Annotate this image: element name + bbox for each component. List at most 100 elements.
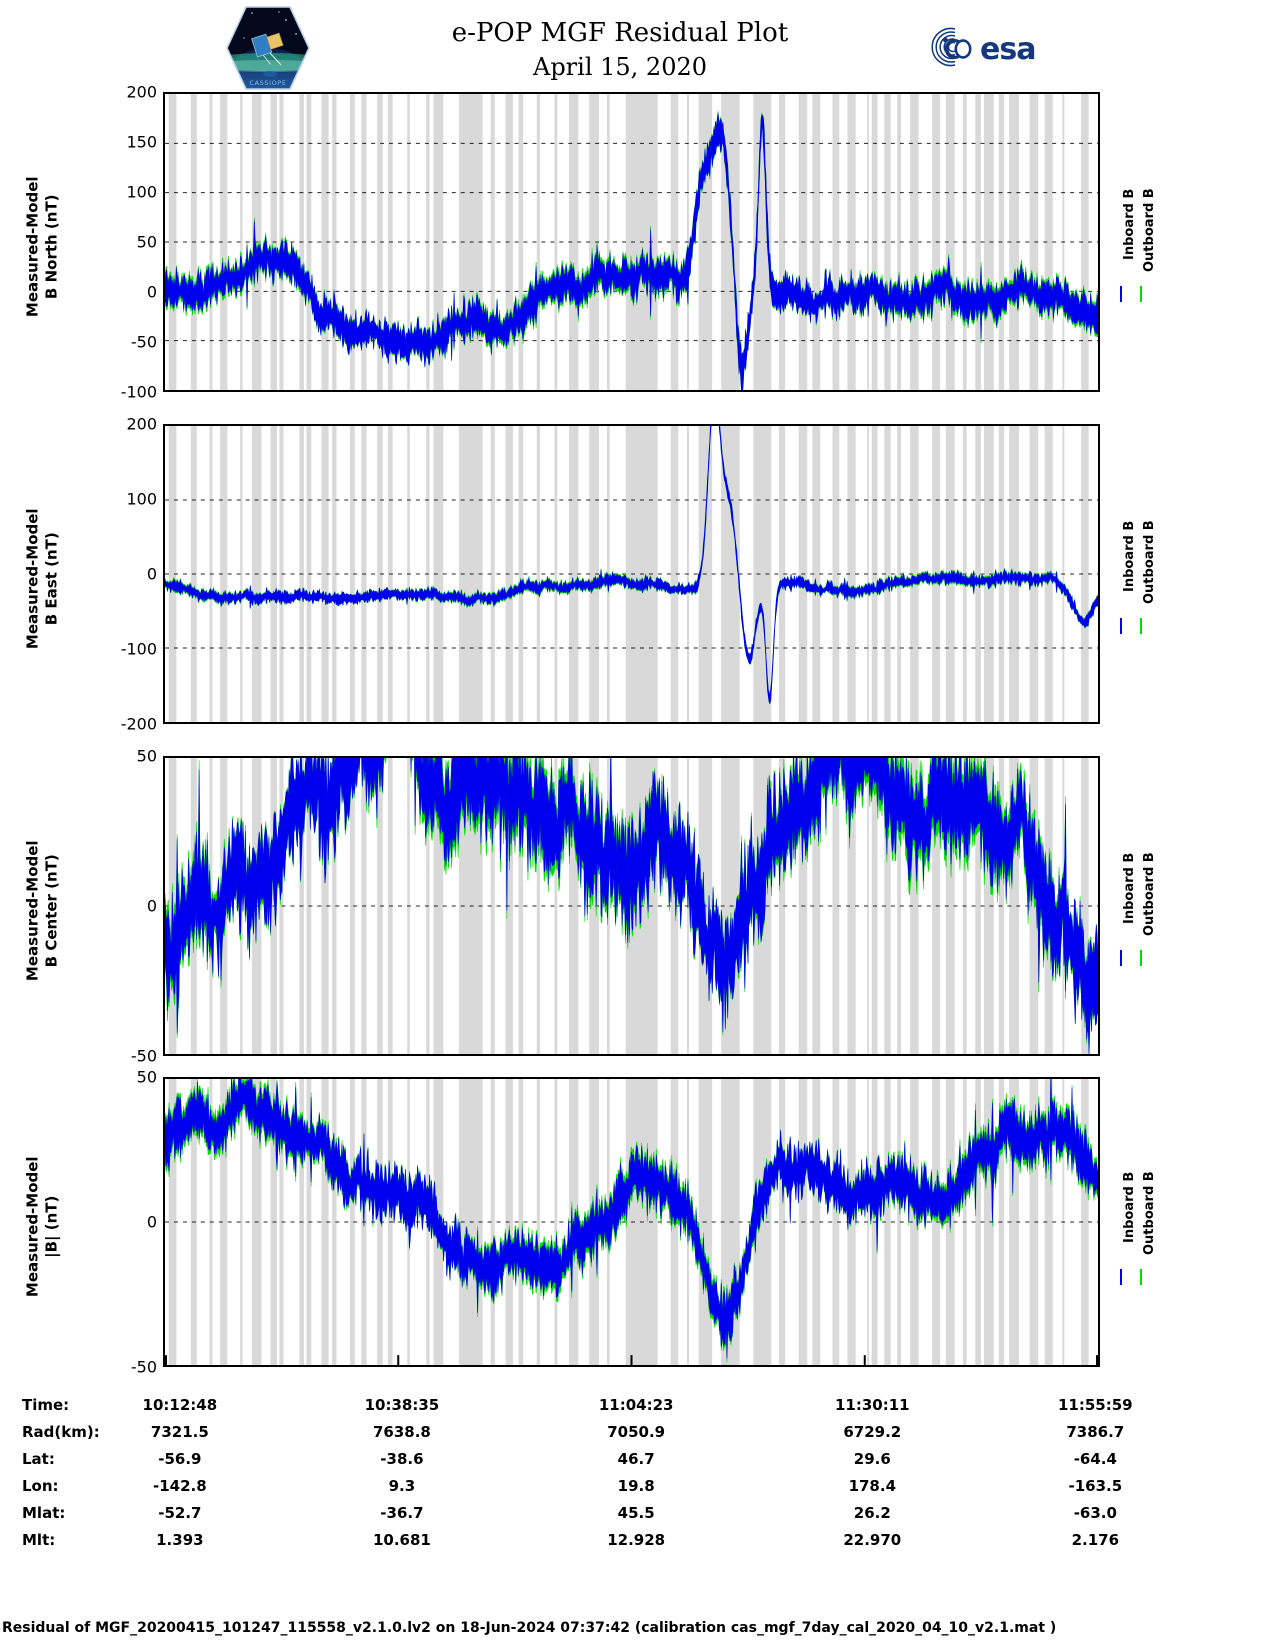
table-row: Mlt: 1.393 10.681 12.928 22.970 2.176 xyxy=(0,1531,1275,1558)
y-tick-label: -50 xyxy=(130,1046,157,1066)
table-row-label: Time: xyxy=(22,1396,70,1414)
table-cell: 6729.2 xyxy=(843,1423,902,1441)
y-axis-ticks-b-center: 50 0 -50 xyxy=(95,747,157,1066)
y-axis-label-b-magnitude: Measured-Model |B| (nT) xyxy=(23,1127,61,1327)
table-cell: 178.4 xyxy=(848,1477,897,1495)
legend-label-outboard-b: Outboard B xyxy=(1142,520,1157,604)
y-tick-label: 50 xyxy=(136,232,157,252)
legend-label-outboard-b: Outboard B xyxy=(1142,1171,1157,1255)
y-tick-label: 100 xyxy=(126,182,157,202)
table-cell: -163.5 xyxy=(1068,1477,1123,1495)
svg-text:esa: esa xyxy=(980,32,1035,67)
table-cell: 11:04:23 xyxy=(598,1396,674,1414)
legend-b-magnitude: Inboard B Outboard B xyxy=(1108,1077,1180,1367)
y-tick-label: -100 xyxy=(120,382,157,402)
svg-text:CASSIOPE: CASSIOPE xyxy=(249,79,286,87)
table-row: Rad(km): 7321.5 7638.8 7050.9 6729.2 7386.7 xyxy=(0,1423,1275,1450)
legend-swatch-outboard-b xyxy=(1140,618,1142,634)
plot-area-b-center xyxy=(163,756,1100,1056)
table-cell: 9.3 xyxy=(388,1477,416,1495)
title-line-1: e-POP MGF Residual Plot xyxy=(451,18,789,48)
table-cell: 10.681 xyxy=(372,1531,431,1549)
table-cell: -52.7 xyxy=(158,1504,202,1522)
y-tick-label: 0 xyxy=(146,282,157,302)
y-axis-label-line2: |B| (nT) xyxy=(42,1195,60,1258)
table-row: Mlat: -52.7 -36.7 45.5 26.2 -63.0 xyxy=(0,1504,1275,1531)
plot-panel-b-north: Measured-Model B North (nT) 200 150 100 50 0 -5… xyxy=(0,83,1275,402)
legend-swatch-inboard-b xyxy=(1120,286,1122,302)
y-axis-ticks-b-magnitude: 50 0 -50 xyxy=(95,1068,157,1377)
y-axis-label-b-north: Measured-Model B North (nT) xyxy=(23,147,61,347)
table-cell: 29.6 xyxy=(853,1450,891,1468)
y-axis-label-line1: Measured-Model xyxy=(23,176,42,318)
page-title: e-POP MGF Residual Plot April 15, 2020 xyxy=(330,16,910,83)
page-header: CASSIOPE e-POP MGF Residual Plot April 1… xyxy=(0,0,1275,92)
table-cell: -36.7 xyxy=(380,1504,424,1522)
plot-canvas-b-north xyxy=(165,94,1098,390)
y-tick-label: -50 xyxy=(130,1357,157,1377)
y-axis-label-line2: B North (nT) xyxy=(42,194,60,300)
table-row-label: Lat: xyxy=(22,1450,55,1468)
plot-area-b-magnitude xyxy=(163,1077,1100,1367)
y-tick-label: -50 xyxy=(130,332,157,352)
table-cell: 2.176 xyxy=(1071,1531,1120,1549)
y-axis-ticks-b-east: 200 100 0 -100 -200 xyxy=(95,415,157,734)
table-cell: 45.5 xyxy=(617,1504,655,1522)
legend-b-east: Inboard B Outboard B xyxy=(1108,424,1180,724)
table-cell: 10:12:48 xyxy=(142,1396,218,1414)
y-axis-label-line1: Measured-Model xyxy=(23,508,42,650)
y-tick-label: 50 xyxy=(136,1067,157,1087)
cassiope-mission-patch-icon: CASSIOPE xyxy=(224,4,312,92)
plot-panel-b-center: Measured-Model B Center (nT) 50 0 -50 Inboard… xyxy=(0,747,1275,1066)
table-row-label: Rad(km): xyxy=(22,1423,100,1441)
table-cell: 22.970 xyxy=(843,1531,902,1549)
legend-swatch-inboard-b xyxy=(1120,618,1122,634)
table-cell: -63.0 xyxy=(1073,1504,1117,1522)
table-cell: 1.393 xyxy=(156,1531,204,1549)
y-tick-label: 0 xyxy=(146,896,157,916)
table-cell: -38.6 xyxy=(380,1450,424,1468)
trace-inboard-b xyxy=(165,758,1098,1054)
table-row-label: Lon: xyxy=(22,1477,59,1495)
table-cell: 46.7 xyxy=(617,1450,655,1468)
table-cell: -64.4 xyxy=(1073,1450,1117,1468)
table-row-label: Mlat: xyxy=(22,1504,66,1522)
legend-label-inboard-b: Inboard B xyxy=(1122,188,1137,260)
plot-panel-b-magnitude: Measured-Model |B| (nT) 50 0 -50 Inboard B Out… xyxy=(0,1068,1275,1377)
y-axis-label-b-east: Measured-Model B East (nT) xyxy=(23,479,61,679)
legend-swatch-outboard-b xyxy=(1140,1269,1142,1285)
legend-swatch-outboard-b xyxy=(1140,950,1142,966)
legend-swatch-inboard-b xyxy=(1120,1269,1122,1285)
trace-outboard-b xyxy=(165,426,1098,705)
table-cell: 7386.7 xyxy=(1066,1423,1125,1441)
title-line-2: April 15, 2020 xyxy=(532,53,708,82)
y-tick-label: -100 xyxy=(120,639,157,659)
y-tick-label: 100 xyxy=(126,489,157,509)
legend-swatch-outboard-b xyxy=(1140,286,1142,302)
table-cell: 10:38:35 xyxy=(364,1396,440,1414)
y-tick-label: 0 xyxy=(146,564,157,584)
y-tick-label: 0 xyxy=(146,1212,157,1232)
legend-b-north: Inboard B Outboard B xyxy=(1108,92,1180,392)
table-cell: 7321.5 xyxy=(150,1423,209,1441)
table-cell: 19.8 xyxy=(617,1477,655,1495)
table-cell: 11:55:59 xyxy=(1058,1396,1133,1414)
plot-canvas-b-center xyxy=(165,758,1098,1054)
table-cell: -142.8 xyxy=(153,1477,207,1495)
legend-label-outboard-b: Outboard B xyxy=(1142,852,1157,936)
y-tick-label: 50 xyxy=(136,746,157,766)
plot-canvas-b-magnitude xyxy=(165,1079,1098,1365)
y-tick-label: 200 xyxy=(126,414,157,434)
table-row: Lat: -56.9 -38.6 46.7 29.6 -64.4 xyxy=(0,1450,1275,1477)
y-axis-label-line1: Measured-Model xyxy=(23,1156,42,1298)
y-axis-label-b-center: Measured-Model B Center (nT) xyxy=(23,811,61,1011)
table-cell: 7638.8 xyxy=(372,1423,431,1441)
legend-b-center: Inboard B Outboard B xyxy=(1108,756,1180,1056)
legend-swatch-inboard-b xyxy=(1120,950,1122,966)
y-axis-label-line2: B East (nT) xyxy=(42,532,60,626)
y-tick-label: 150 xyxy=(126,132,157,152)
table-cell: 26.2 xyxy=(853,1504,891,1522)
y-tick-label: -200 xyxy=(120,714,157,734)
table-cell: -56.9 xyxy=(158,1450,202,1468)
legend-label-inboard-b: Inboard B xyxy=(1122,520,1137,592)
